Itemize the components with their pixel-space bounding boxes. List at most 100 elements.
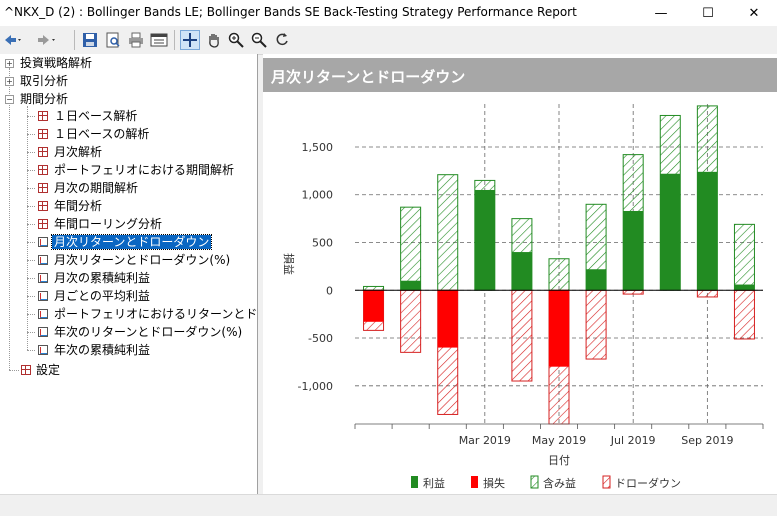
legend-label-runup: 含み益 [543, 476, 576, 490]
tree-item-annual-return-drawdown-pct[interactable]: 年次のリターンとドローダウン(%) [54, 325, 243, 339]
tree-item-annual-rolling-analysis[interactable]: 年間ローリング分析 [54, 217, 163, 231]
preview-icon [106, 32, 120, 48]
tree-item-monthly-return-drawdown-pct[interactable]: 月次リターンとドローダウン(%) [54, 253, 231, 267]
preview-button[interactable] [103, 30, 123, 50]
drawdown-bar [400, 289, 422, 353]
close-button[interactable]: ✕ [731, 0, 777, 26]
y-tick-label: 1,000 [302, 189, 334, 202]
report-button[interactable] [149, 30, 169, 50]
drawdown-bar [622, 289, 644, 295]
tree-item-monthly-return-drawdown[interactable]: 月次リターンとドローダウン [50, 233, 213, 251]
back-arrow-icon [5, 35, 21, 45]
report-tree: + 投資戦略解析 + 取引分析 − 期間分析 １日ベース解析 １日ベースの解析 … [0, 54, 258, 494]
runup-bar [363, 285, 385, 291]
zoom-out-icon [251, 32, 267, 48]
tree-item-period-analysis[interactable]: 期間分析 [20, 92, 69, 106]
chart-icon [38, 273, 48, 283]
report-panel: 月次リターンとドローダウン 1,500 1,000 500 0 -500 -1,000 Ma… [263, 54, 777, 494]
monthly-return-drawdown-chart: 1,500 1,000 500 0 -500 -1,000 Mar 2019 May 2019… [282, 104, 764, 490]
x-tick-label: May 2019 [532, 434, 586, 447]
y-axis-label: 損益 [282, 253, 296, 275]
title-bar: ^NKX_D (2) : Bollinger Bands LE; Bolling… [0, 0, 777, 26]
collapse-toggle[interactable]: − [5, 95, 14, 104]
window-title: ^NKX_D (2) : Bollinger Bands LE; Bolling… [4, 5, 577, 19]
profit-bar [586, 269, 607, 291]
tree-item-annual-analysis[interactable]: 年間分析 [54, 199, 103, 213]
chart-icon [38, 291, 48, 301]
tree-item-daily-analysis[interactable]: １日ベース解析 [54, 109, 138, 123]
drawdown-bar [511, 289, 533, 382]
maximize-button[interactable]: ☐ [685, 0, 731, 26]
x-tick-label: Jul 2019 [610, 434, 656, 447]
chart-icon [38, 309, 48, 319]
profit-bar [734, 284, 755, 291]
y-tick-label: -500 [308, 332, 333, 345]
x-axis-label: 日付 [548, 454, 570, 467]
forward-arrow-icon [38, 35, 55, 45]
tree-item-strategy-analysis[interactable]: 投資戦略解析 [20, 56, 93, 70]
expand-toggle[interactable]: + [5, 77, 14, 86]
tree-item-monthly-analysis[interactable]: 月次解析 [54, 145, 103, 159]
toolbar [0, 26, 777, 55]
profit-bar [623, 210, 644, 291]
y-tick-label: -1,000 [298, 380, 333, 393]
pan-button[interactable] [204, 30, 224, 50]
reset-zoom-button[interactable] [272, 30, 292, 50]
profit-bar [400, 280, 421, 291]
drawdown-bar [733, 289, 755, 340]
profit-bar [697, 171, 718, 291]
crosshair-icon [183, 33, 197, 47]
drawdown-bar [585, 289, 607, 360]
legend-swatch-drawdown [602, 475, 611, 489]
maximize-icon: ☐ [702, 5, 714, 21]
tree-item-trade-analysis[interactable]: 取引分析 [20, 74, 69, 88]
runup-bar [548, 258, 570, 291]
status-bar [0, 494, 777, 516]
chart-icon [38, 327, 48, 337]
tree-item-portfolio-period-analysis[interactable]: ポートフェリオにおける期間解析 [54, 163, 235, 177]
close-icon: ✕ [748, 5, 760, 21]
chart-icon [38, 255, 48, 265]
loss-bar [549, 290, 569, 367]
print-button[interactable] [126, 30, 146, 50]
save-button[interactable] [80, 30, 100, 50]
tree-item-daily-base-analysis[interactable]: １日ベースの解析 [54, 127, 150, 141]
tree-item-monthly-cumulative-net-profit[interactable]: 月次の累積純利益 [54, 271, 151, 285]
legend-swatch-profit [411, 476, 418, 488]
table-icon [21, 365, 31, 375]
table-icon [38, 165, 48, 175]
tree-item-monthly-period-analysis[interactable]: 月次の期間解析 [54, 181, 139, 195]
panel-title: 月次リターンとドローダウン [271, 68, 466, 86]
runup-bar [400, 206, 422, 291]
y-tick-label: 0 [326, 284, 333, 297]
legend-label-profit: 利益 [423, 476, 445, 490]
tree-item-settings[interactable]: 設定 [36, 363, 61, 377]
table-icon [38, 183, 48, 193]
chart-icon [38, 345, 48, 355]
hand-icon [209, 34, 219, 48]
profit-bar [660, 173, 681, 291]
table-icon [38, 201, 48, 211]
profit-bar [474, 189, 495, 291]
loss-bar [437, 290, 458, 348]
tree-item-portfolio-return-drawdown[interactable]: ポートフェリオにおけるリターンとドローダウン [54, 307, 258, 321]
runup-bar [733, 223, 755, 291]
tree-item-annual-cumulative-net-profit[interactable]: 年次の累積純利益 [54, 343, 151, 357]
selected-label: 月次リターンとドローダウン [50, 234, 213, 250]
zoom-in-button[interactable] [226, 30, 246, 50]
zoom-out-button[interactable] [249, 30, 269, 50]
reset-zoom-icon [276, 33, 288, 46]
tree-item-monthly-average-profit[interactable]: 月ごとの平均利益 [54, 289, 150, 303]
table-icon [38, 147, 48, 157]
save-icon [83, 33, 97, 47]
crosshair-button[interactable] [180, 30, 200, 50]
panel-header: 月次リターンとドローダウン [263, 58, 777, 92]
report-icon [150, 33, 168, 47]
y-tick-label: 1,500 [302, 141, 334, 154]
legend-swatch-loss [471, 476, 478, 488]
expand-toggle[interactable]: + [5, 59, 14, 68]
forward-button[interactable] [36, 30, 56, 50]
minimize-button[interactable]: — [638, 0, 684, 26]
print-icon [129, 32, 143, 48]
back-button[interactable] [2, 30, 22, 50]
